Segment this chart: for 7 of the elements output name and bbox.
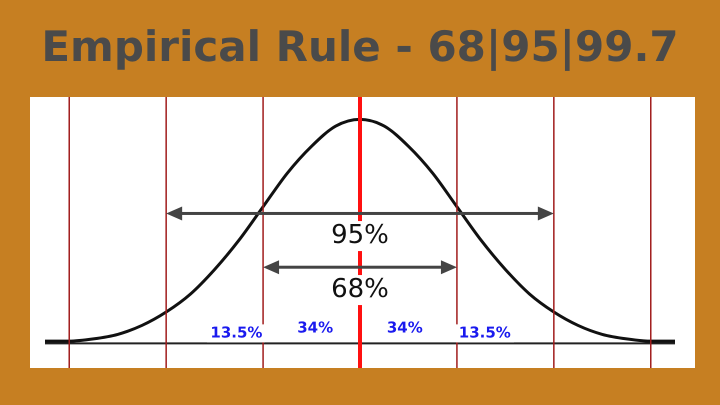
annotation: 34% xyxy=(384,318,426,336)
annotation: 13.5% xyxy=(456,324,514,342)
annotation: 34% xyxy=(294,318,336,336)
annotation: 13.5% xyxy=(207,324,266,342)
annotation: 68% xyxy=(328,274,392,305)
annotation: 95% xyxy=(328,220,392,251)
chart-title: Empirical Rule - 68|95|99.7 xyxy=(40,22,680,71)
